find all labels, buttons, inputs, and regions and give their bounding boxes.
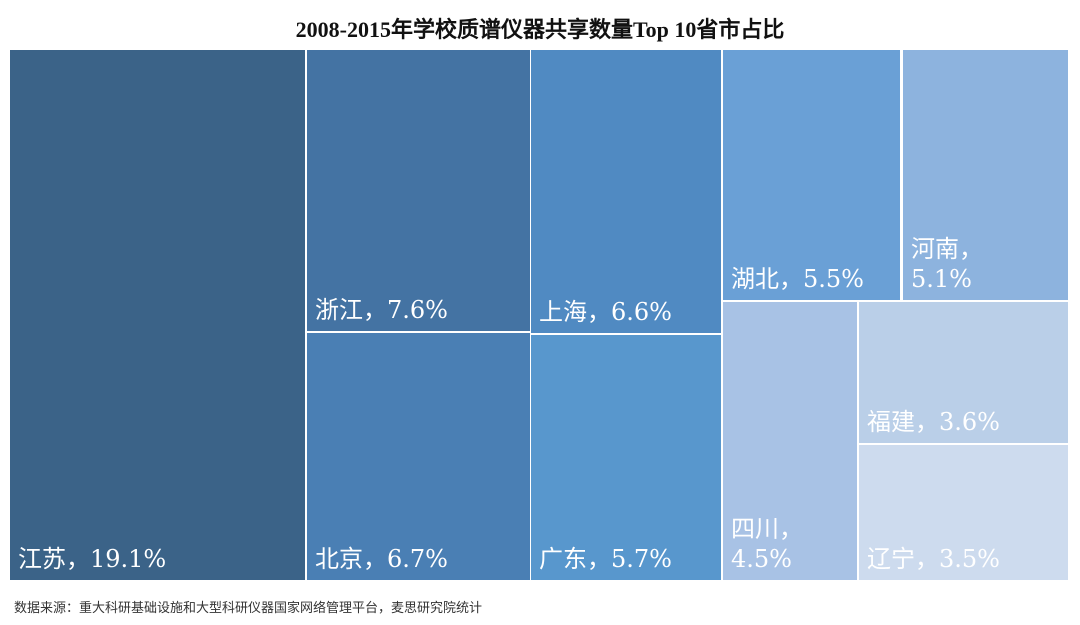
tile-5: 湖北，5.5%: [723, 50, 900, 300]
tile-0: 江苏，19.1%: [10, 50, 305, 580]
tile-label: 江苏，19.1%: [18, 545, 167, 573]
tile-8: 福建，3.6%: [859, 302, 1068, 443]
tile-label: 上海，6.6%: [539, 298, 672, 326]
tile-3: 上海，6.6%: [531, 50, 721, 333]
tile-1: 浙江，7.6%: [307, 50, 530, 331]
tile-label: 福建，3.6%: [867, 408, 1000, 436]
tile-label: 辽宁，3.5%: [867, 545, 1000, 573]
tile-2: 北京，6.7%: [307, 333, 530, 580]
tile-label: 北京，6.7%: [315, 545, 448, 573]
tile-label: 湖北，5.5%: [731, 265, 864, 293]
tile-label: 广东，5.7%: [539, 545, 672, 573]
tile-4: 广东，5.7%: [531, 335, 721, 580]
tile-label: 四川， 4.5%: [731, 515, 803, 573]
source-note: 数据来源：重大科研基础设施和大型科研仪器国家网络管理平台，麦思研究院统计: [14, 601, 483, 616]
chart-title: 2008-2015年学校质谱仪器共享数量Top 10省市占比: [295, 17, 785, 42]
tile-9: 辽宁，3.5%: [859, 445, 1068, 580]
tile-label: 浙江，7.6%: [315, 296, 448, 324]
tile-6: 河南， 5.1%: [903, 50, 1068, 300]
tile-label: 河南， 5.1%: [911, 235, 983, 293]
tile-7: 四川， 4.5%: [723, 302, 857, 580]
